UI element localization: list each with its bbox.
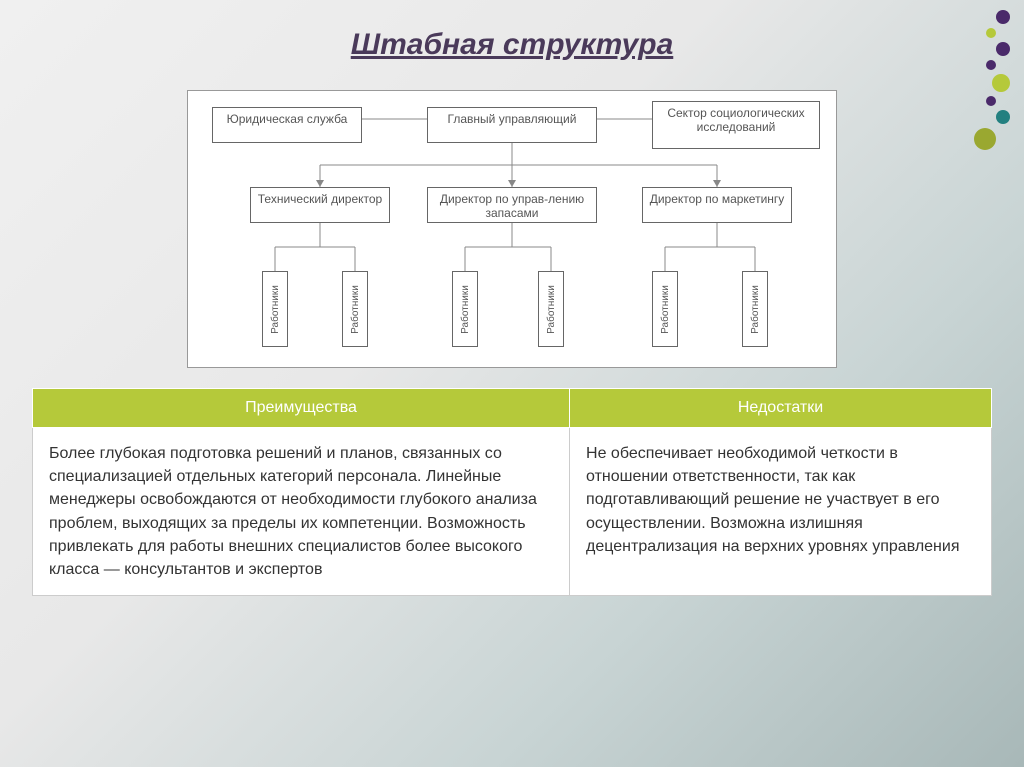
worker-label: Работники (460, 285, 471, 334)
table-body: Более глубокая подготовка решений и план… (33, 428, 992, 596)
table-header-cell: Недостатки (570, 389, 992, 428)
worker-label: Работники (270, 285, 281, 334)
node-tech: Технический директор (250, 187, 390, 223)
table-header-row: ПреимуществаНедостатки (33, 389, 992, 428)
node-market: Директор по маркетингу (642, 187, 792, 223)
worker-label: Работники (350, 285, 361, 334)
table-header-cell: Преимущества (33, 389, 570, 428)
deco-dot (986, 28, 996, 38)
node-stock: Директор по управ-лению запасами (427, 187, 597, 223)
deco-dot (996, 10, 1010, 24)
worker-node: Работники (652, 271, 678, 347)
table-cell: Не обеспечивает необходимой четкости в о… (570, 428, 992, 596)
deco-dot (996, 110, 1010, 124)
worker-node: Работники (262, 271, 288, 347)
table-cell: Более глубокая подготовка решений и план… (33, 428, 570, 596)
node-legal: Юридическая служба (212, 107, 362, 143)
deco-dot (986, 60, 996, 70)
node-chief: Главный управляющий (427, 107, 597, 143)
deco-dot (986, 96, 996, 106)
org-chart-container: Юридическая служба Главный управляющий Сек… (187, 90, 837, 368)
comparison-table-container: ПреимуществаНедостатки Более глубокая по… (32, 388, 992, 596)
page-title: Штабная структура (0, 0, 1024, 62)
deco-dot (996, 42, 1010, 56)
deco-dot (974, 128, 996, 150)
worker-label: Работники (750, 285, 761, 334)
worker-node: Работники (342, 271, 368, 347)
org-chart: Юридическая служба Главный управляющий Сек… (192, 99, 832, 359)
worker-node: Работники (452, 271, 478, 347)
worker-node: Работники (538, 271, 564, 347)
deco-dot (992, 74, 1010, 92)
worker-label: Работники (660, 285, 671, 334)
table-row: Более глубокая подготовка решений и план… (33, 428, 992, 596)
worker-label: Работники (546, 285, 557, 334)
worker-node: Работники (742, 271, 768, 347)
node-soc: Сектор социологических исследований (652, 101, 820, 149)
comparison-table: ПреимуществаНедостатки Более глубокая по… (32, 388, 992, 596)
